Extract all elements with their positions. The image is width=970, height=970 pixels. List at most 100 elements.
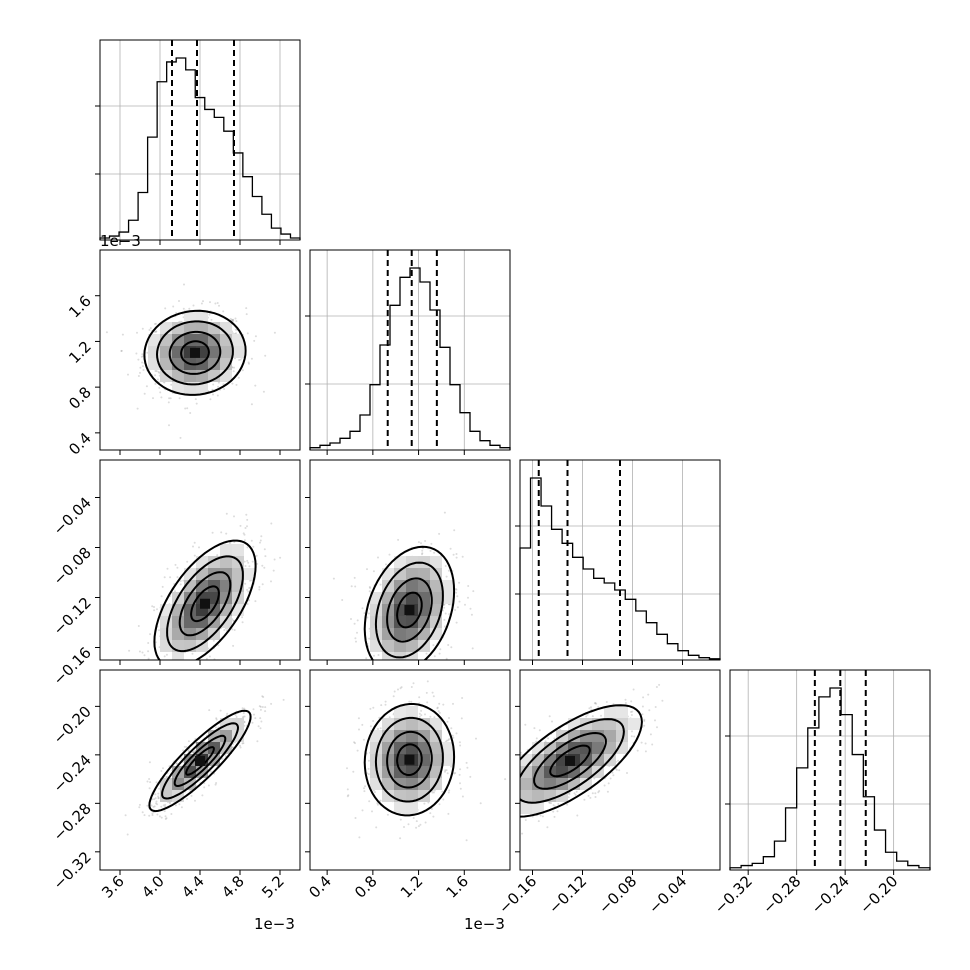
sample-point — [376, 802, 379, 805]
sample-point — [346, 676, 348, 678]
sample-point — [394, 665, 396, 667]
sample-point — [609, 777, 612, 780]
sample-point — [458, 741, 461, 744]
sample-point — [357, 717, 360, 720]
sample-point — [189, 412, 192, 414]
density-cell — [430, 742, 442, 754]
sample-point — [217, 385, 220, 388]
sample-point — [506, 816, 508, 818]
sample-point — [456, 595, 459, 598]
sample-point — [334, 686, 336, 688]
sample-point — [460, 717, 463, 720]
sample-point — [168, 802, 171, 805]
sample-point — [424, 713, 426, 716]
sample-point — [243, 715, 246, 718]
sample-point — [630, 735, 633, 738]
sample-point — [246, 332, 249, 335]
sample-point — [181, 674, 183, 676]
sample-point — [143, 392, 146, 395]
sample-point — [203, 786, 206, 789]
pair-panel-1-0 — [99, 249, 301, 451]
density-cell — [604, 706, 616, 718]
sample-point — [546, 826, 549, 829]
sample-point — [186, 407, 189, 410]
sample-point — [455, 588, 458, 591]
sample-point — [658, 683, 661, 686]
sample-point — [355, 640, 357, 643]
sample-point — [156, 803, 159, 806]
sample-point — [155, 800, 158, 803]
sample-point — [566, 803, 569, 806]
sample-point — [259, 705, 262, 708]
sample-point — [455, 553, 458, 555]
sample-point — [159, 391, 162, 394]
sample-point — [165, 653, 168, 656]
sample-point — [233, 515, 235, 518]
density-cell — [580, 778, 592, 790]
sample-point — [250, 357, 253, 360]
sample-point — [454, 609, 457, 611]
sample-point — [160, 595, 163, 598]
density-cell — [430, 604, 442, 616]
sample-point — [367, 773, 370, 776]
density-cell — [394, 742, 406, 754]
sample-point — [399, 837, 402, 840]
density-cell — [148, 334, 160, 346]
sample-point — [261, 695, 264, 698]
sample-point — [246, 546, 249, 549]
density-cell — [592, 742, 604, 754]
sample-point — [392, 695, 395, 698]
density-cell — [394, 652, 406, 660]
sample-point — [215, 782, 218, 784]
sample-point — [147, 642, 150, 644]
sample-point — [367, 767, 370, 770]
sample-point — [587, 794, 590, 797]
sample-point — [161, 677, 163, 679]
sample-point — [375, 826, 378, 829]
sample-point — [588, 707, 591, 710]
y-tick-label: −0.08 — [50, 544, 95, 589]
sample-point — [649, 733, 652, 736]
sample-point — [615, 768, 618, 771]
sample-point — [259, 541, 261, 544]
sample-point — [232, 318, 235, 321]
sample-point — [430, 808, 433, 810]
sample-point — [429, 715, 432, 718]
sample-point — [538, 729, 541, 732]
sample-point — [447, 644, 450, 646]
sample-point — [541, 815, 544, 818]
sample-point — [384, 661, 386, 663]
density-cell — [184, 628, 196, 640]
sample-point — [459, 787, 462, 790]
sample-point — [379, 672, 381, 674]
contour-1 — [178, 571, 232, 637]
sample-point — [157, 796, 160, 799]
sample-point — [377, 663, 379, 665]
contour-2 — [520, 718, 625, 804]
sample-point — [165, 680, 167, 682]
sample-point — [583, 798, 586, 801]
density-cell — [418, 754, 430, 766]
sample-point — [436, 707, 439, 710]
sample-point — [217, 644, 220, 647]
sample-point — [459, 744, 462, 747]
sample-point — [356, 749, 359, 752]
sample-point — [447, 791, 450, 794]
contour-1 — [386, 577, 433, 643]
sample-point — [444, 770, 446, 773]
sample-point — [155, 370, 158, 373]
sample-point — [176, 566, 179, 569]
sample-point — [364, 678, 366, 680]
density-cell — [406, 652, 418, 660]
sample-point — [186, 797, 188, 800]
density-cell — [604, 730, 616, 742]
sample-point — [191, 652, 194, 655]
density-peak — [404, 754, 415, 765]
sample-point — [594, 702, 597, 704]
sample-point — [547, 737, 550, 740]
contour-3 — [143, 309, 247, 396]
sample-point — [346, 795, 349, 798]
density-cell — [184, 310, 196, 322]
sample-point — [148, 329, 151, 331]
sample-point — [366, 616, 369, 619]
